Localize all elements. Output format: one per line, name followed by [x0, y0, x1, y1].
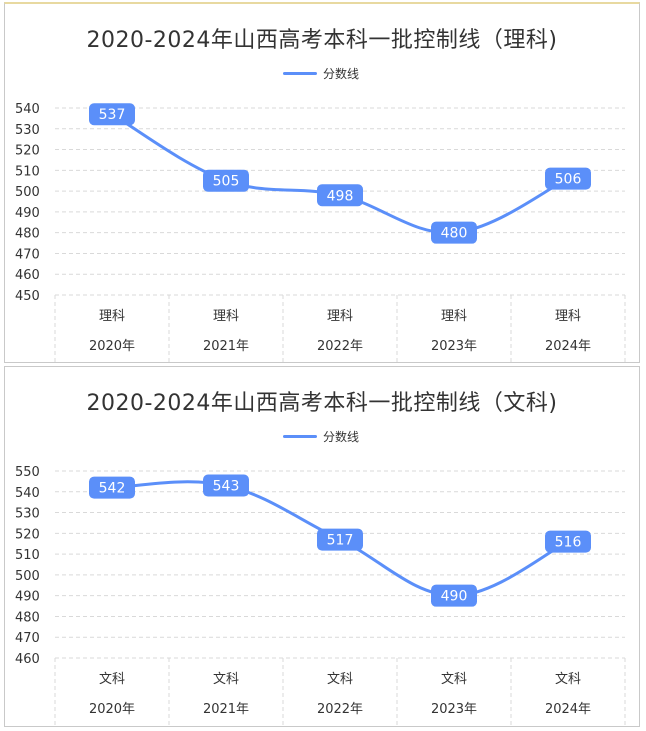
y-tick-label: 490	[15, 206, 40, 221]
x-year-label: 2020年	[89, 339, 135, 354]
y-tick-label: 520	[15, 144, 40, 159]
x-category-label: 文科	[327, 672, 353, 687]
y-tick-label: 490	[15, 590, 40, 605]
y-tick-label: 500	[15, 185, 40, 200]
y-tick-label: 470	[15, 247, 40, 262]
data-label-badge	[545, 167, 591, 190]
data-label-badge	[89, 103, 135, 126]
data-point[interactable]: 542	[89, 476, 135, 499]
x-year-label: 2022年	[317, 702, 363, 717]
data-label: 517	[327, 533, 354, 549]
data-label: 537	[99, 107, 126, 123]
x-category-label: 理科	[327, 309, 353, 324]
x-category-label: 文科	[99, 672, 125, 687]
data-point[interactable]: 516	[545, 530, 591, 553]
data-label: 505	[213, 174, 240, 190]
data-label-badge	[317, 528, 363, 551]
y-tick-label: 550	[15, 465, 40, 480]
data-label: 490	[441, 589, 468, 605]
y-tick-label: 530	[15, 507, 40, 522]
legend-label: 分数线	[323, 430, 360, 444]
y-tick-label: 450	[15, 289, 40, 304]
y-tick-label: 460	[15, 268, 40, 283]
x-year-label: 2023年	[431, 702, 477, 717]
data-label: 543	[213, 479, 240, 495]
legend-line-icon	[283, 72, 317, 75]
data-label-badge	[545, 530, 591, 553]
data-label-badge	[317, 184, 363, 207]
data-label-badge	[431, 584, 477, 607]
x-category-label: 理科	[99, 309, 125, 324]
data-label-badge	[203, 169, 249, 192]
data-point[interactable]: 505	[203, 169, 249, 192]
legend-label: 分数线	[323, 67, 360, 81]
chart-panel-science: 2020-2024年山西高考本科一批控制线（理科) 分数线 450 460 470 4…	[4, 2, 640, 363]
data-point[interactable]: 490	[431, 584, 477, 607]
legend-line-icon	[283, 435, 317, 438]
x-category-label: 理科	[441, 309, 467, 324]
y-tick-label: 500	[15, 569, 40, 584]
x-year-label: 2021年	[203, 702, 249, 717]
x-category-label: 理科	[213, 309, 239, 324]
x-year-label: 2021年	[203, 339, 249, 354]
y-tick-label: 460	[15, 652, 40, 667]
data-point[interactable]: 480	[431, 221, 477, 244]
y-tick-label: 540	[15, 102, 40, 117]
y-tick-label: 530	[15, 123, 40, 138]
data-point[interactable]: 517	[317, 528, 363, 551]
data-label: 480	[441, 226, 468, 242]
plot-area: 460 470 480 490 500 510 520 530 540 550 文科 2020年 文科 2…	[15, 465, 626, 725]
x-year-label: 2020年	[89, 702, 135, 717]
plot-area: 450 460 470 480 490 500 510 520 530 540 理科 2020年 理科 2…	[15, 102, 626, 362]
y-tick-label: 480	[15, 227, 40, 242]
x-year-label: 2022年	[317, 339, 363, 354]
series-line	[110, 112, 570, 235]
x-category-label: 理科	[555, 309, 581, 324]
data-point[interactable]: 506	[545, 167, 591, 190]
data-label-badge	[89, 476, 135, 499]
data-point[interactable]: 498	[317, 184, 363, 207]
y-tick-label: 480	[15, 610, 40, 625]
data-label: 506	[555, 172, 582, 188]
chart-title: 2020-2024年山西高考本科一批控制线（文科)	[86, 391, 558, 416]
data-label-badge	[203, 474, 249, 497]
data-label-badge	[431, 221, 477, 244]
x-category-label: 文科	[441, 672, 467, 687]
x-year-label: 2024年	[545, 339, 591, 354]
y-tick-label: 510	[15, 548, 40, 563]
chart-title: 2020-2024年山西高考本科一批控制线（理科)	[86, 28, 558, 53]
x-year-label: 2024年	[545, 702, 591, 717]
data-point[interactable]: 543	[203, 474, 249, 497]
data-label: 516	[555, 535, 582, 551]
x-year-label: 2023年	[431, 339, 477, 354]
chart-panel-liberal-arts: 2020-2024年山西高考本科一批控制线（文科) 分数线 460 470 480 4…	[4, 366, 640, 727]
y-tick-label: 510	[15, 164, 40, 179]
y-tick-label: 470	[15, 631, 40, 646]
y-tick-label: 520	[15, 527, 40, 542]
x-category-label: 文科	[213, 672, 239, 687]
data-point[interactable]: 537	[89, 103, 135, 126]
x-category-label: 文科	[555, 672, 581, 687]
data-label: 498	[327, 188, 354, 204]
data-label: 542	[99, 481, 126, 497]
y-tick-label: 540	[15, 486, 40, 501]
